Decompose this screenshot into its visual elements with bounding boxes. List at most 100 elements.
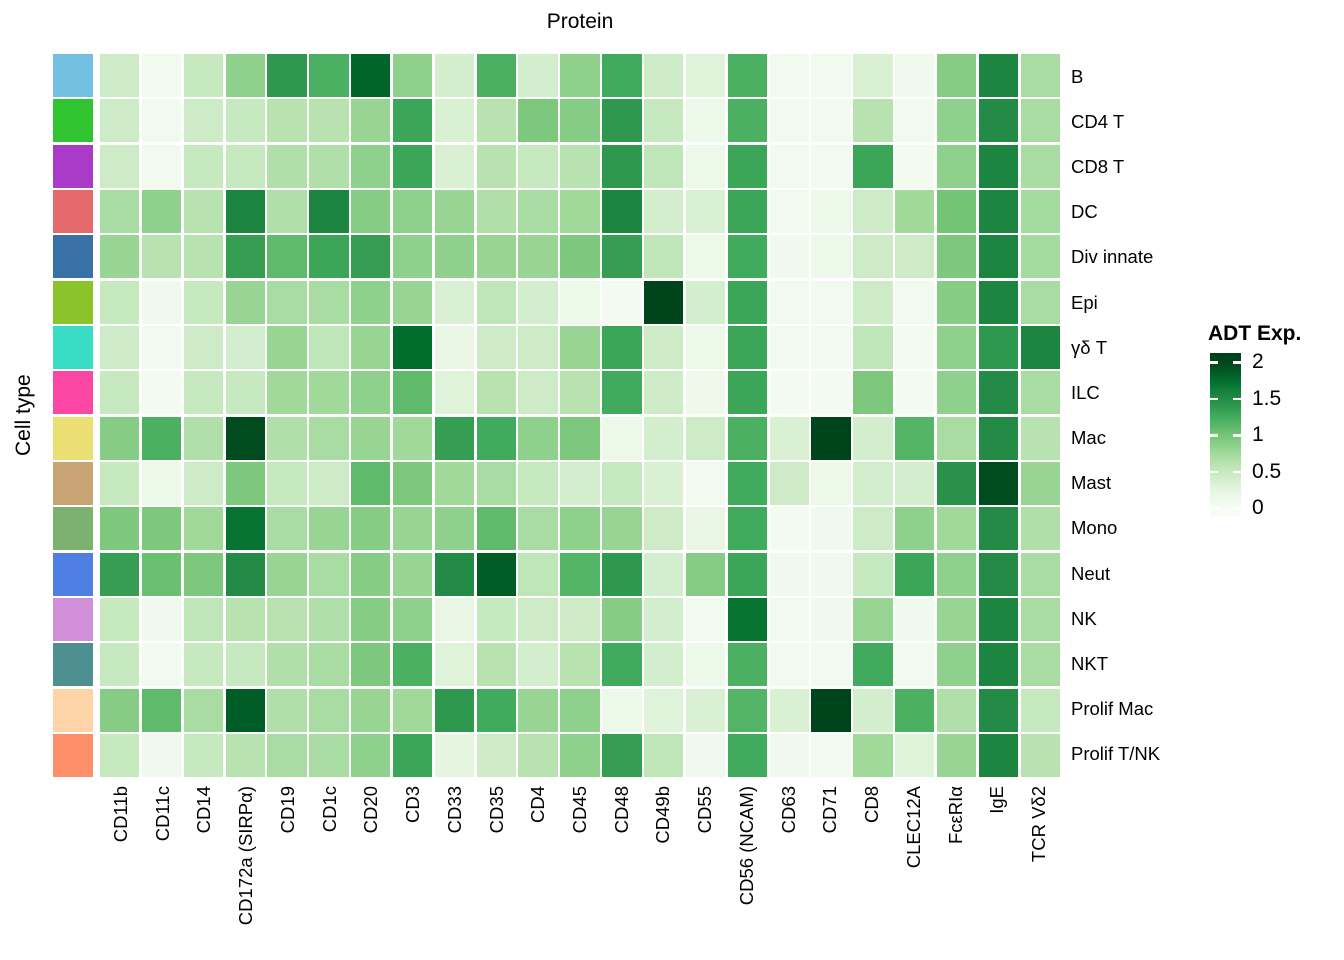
heatmap-cell (769, 507, 809, 551)
heatmap-cell (769, 552, 809, 596)
heatmap-cell (225, 54, 265, 97)
heatmap-cell (267, 144, 307, 188)
row-label: Epi (1071, 291, 1098, 313)
column-label: CD49b (652, 786, 674, 844)
heatmap-cell (100, 280, 140, 324)
column-label: CD20 (360, 786, 382, 834)
heatmap-cell (560, 371, 600, 415)
legend-tick-mark (1210, 470, 1218, 473)
heatmap-cell (727, 416, 768, 460)
heatmap-cell (895, 507, 935, 551)
heatmap-cell (267, 99, 307, 143)
heatmap-cell (811, 371, 851, 415)
heatmap-cell (1020, 280, 1060, 324)
y-axis-title: Cell type (12, 374, 35, 456)
heatmap-cell (183, 688, 224, 732)
heatmap-cell (351, 598, 391, 641)
heatmap-cell (225, 734, 265, 777)
heatmap-cell (644, 598, 684, 641)
column-label: CD172a (SIRPα) (235, 786, 257, 926)
heatmap-cell (309, 552, 349, 596)
heatmap-cell (936, 416, 977, 460)
heatmap-cell (225, 462, 265, 505)
heatmap-cell (100, 598, 140, 641)
heatmap-cell (1020, 99, 1060, 143)
heatmap-cell (644, 235, 684, 279)
heatmap-cell (309, 280, 349, 324)
heatmap-cell (769, 99, 809, 143)
heatmap-cell (936, 598, 977, 641)
heatmap-cell (100, 688, 140, 732)
heatmap-cell (309, 235, 349, 279)
heatmap-cell (476, 688, 516, 732)
heatmap-cell (895, 688, 935, 732)
heatmap-cell (267, 688, 307, 732)
heatmap-cell (476, 144, 516, 188)
row-label: Mast (1071, 472, 1112, 494)
heatmap-cell (183, 507, 224, 551)
heatmap-cell (476, 326, 516, 369)
heatmap-cell (895, 598, 935, 641)
celltype-color-block (53, 643, 93, 687)
row-label: ILC (1071, 381, 1100, 403)
heatmap-cell (100, 144, 140, 188)
heatmap-cell (811, 54, 851, 97)
heatmap-cell (727, 643, 768, 687)
heatmap-cell (183, 416, 224, 460)
heatmap-cell (100, 99, 140, 143)
heatmap-cell (1020, 462, 1060, 505)
heatmap-cell (602, 462, 642, 505)
heatmap-cell (853, 643, 893, 687)
heatmap-cell (141, 462, 182, 505)
heatmap-cell (978, 371, 1019, 415)
column-label: CD56 (NCAM) (735, 786, 757, 906)
heatmap-cell (1020, 507, 1060, 551)
heatmap-cell (141, 144, 182, 188)
heatmap-cell (602, 280, 642, 324)
celltype-color-block (53, 54, 93, 97)
heatmap-cell (769, 734, 809, 777)
heatmap-cell (309, 688, 349, 732)
heatmap-cell (309, 326, 349, 369)
heatmap-cell (853, 552, 893, 596)
heatmap-cell (476, 643, 516, 687)
heatmap-cell (225, 598, 265, 641)
heatmap-cell (1020, 235, 1060, 279)
column-label: CLEC12A (902, 786, 924, 869)
legend-tick-mark (1233, 434, 1241, 437)
heatmap-cell (853, 734, 893, 777)
heatmap-cell (978, 598, 1019, 641)
heatmap-cell (936, 643, 977, 687)
heatmap-cell (309, 507, 349, 551)
celltype-color-block (53, 552, 93, 596)
heatmap-cell (727, 552, 768, 596)
heatmap-cell (685, 371, 726, 415)
heatmap-cell (853, 144, 893, 188)
heatmap-cell (392, 416, 433, 460)
heatmap-cell (978, 734, 1019, 777)
legend-tick-mark (1233, 361, 1241, 364)
row-label: NKT (1071, 653, 1108, 675)
heatmap-cell (100, 371, 140, 415)
heatmap-cell (476, 235, 516, 279)
heatmap-cell (351, 326, 391, 369)
heatmap-cell (225, 416, 265, 460)
heatmap-cell (978, 552, 1019, 596)
heatmap-cell (853, 598, 893, 641)
heatmap-cell (141, 416, 182, 460)
column-label: IgE (986, 786, 1008, 814)
heatmap-cell (769, 462, 809, 505)
heatmap-cell (100, 416, 140, 460)
heatmap-cell (895, 99, 935, 143)
heatmap-cell (141, 190, 182, 233)
heatmap-cell (434, 235, 475, 279)
heatmap-cell (560, 643, 600, 687)
heatmap-cell (978, 643, 1019, 687)
legend-tick-label: 2 (1252, 350, 1264, 373)
heatmap-cell (560, 326, 600, 369)
heatmap-cell (769, 144, 809, 188)
heatmap-cell (685, 190, 726, 233)
heatmap-cell (811, 598, 851, 641)
heatmap-cell (267, 416, 307, 460)
heatmap-cell (141, 688, 182, 732)
